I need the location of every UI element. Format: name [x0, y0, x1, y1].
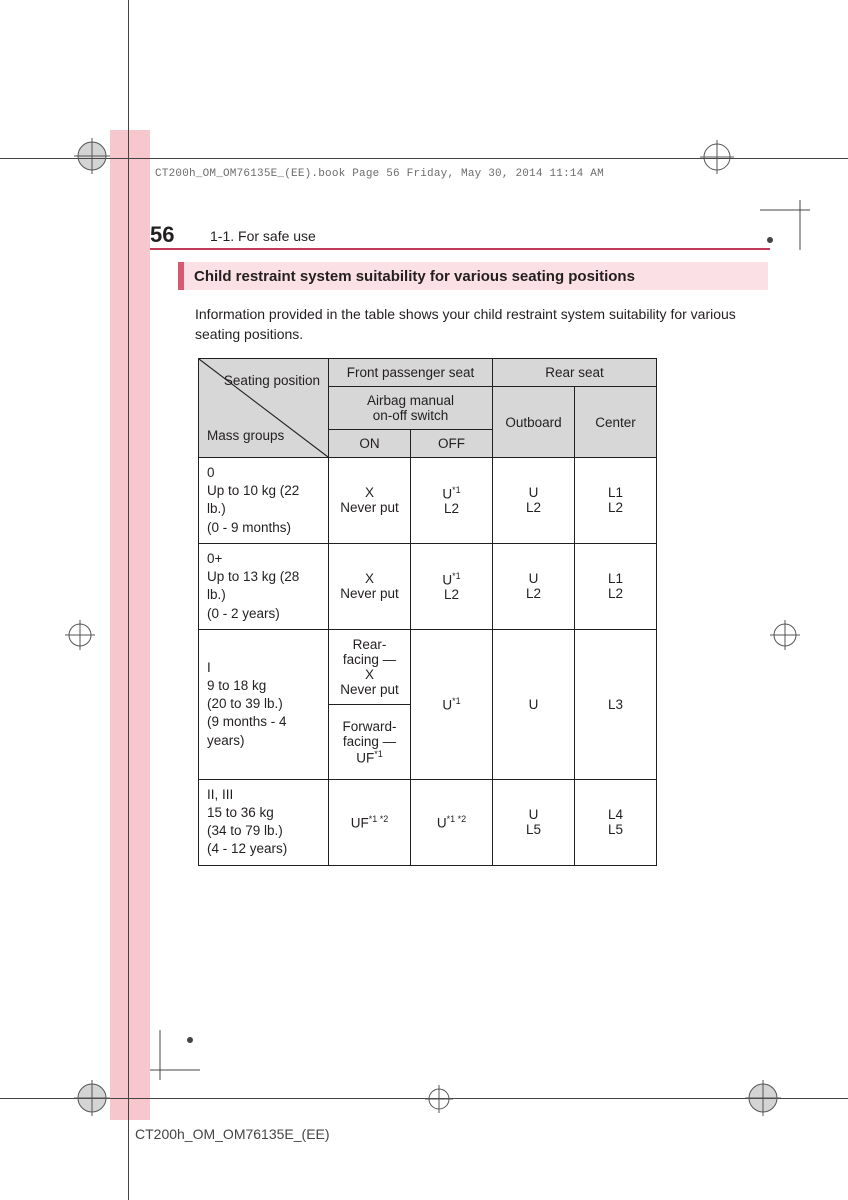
registration-mark-icon — [770, 620, 800, 650]
col-outboard: Outboard — [493, 387, 575, 458]
cell-center: L1L2 — [575, 458, 657, 544]
cell-on: Rear-facing —XNever put — [329, 629, 411, 704]
cell-center: L1L2 — [575, 543, 657, 629]
corner-mark-icon — [150, 1030, 200, 1080]
page-root: CT200h_OM_OM76135E_(EE).book Page 56 Fri… — [0, 0, 848, 1200]
registration-mark-icon — [700, 140, 734, 174]
mass-group-label: I9 to 18 kg(20 to 39 lb.)(9 months - 4 y… — [199, 629, 329, 779]
cell-outboard: UL5 — [493, 779, 575, 865]
cell-off: U*1L2 — [411, 543, 493, 629]
callout-tab — [178, 262, 184, 290]
registration-mark-icon — [74, 138, 110, 174]
cell-on: Forward-facing —UF*1 — [329, 704, 411, 779]
mass-group-label: 0Up to 10 kg (22 lb.)(0 - 9 months) — [199, 458, 329, 544]
cell-outboard: UL2 — [493, 458, 575, 544]
col-airbag: Airbag manualon-off switch — [329, 387, 493, 430]
callout-title: Child restraint system suitability for v… — [194, 268, 635, 285]
corner-mark-icon — [760, 200, 810, 250]
cell-off: U*1L2 — [411, 458, 493, 544]
col-front: Front passenger seat — [329, 359, 493, 387]
callout-heading: Child restraint system suitability for v… — [178, 262, 768, 290]
cell-outboard: U — [493, 629, 575, 779]
cell-on: XNever put — [329, 458, 411, 544]
intro-paragraph: Information provided in the table shows … — [195, 304, 770, 345]
registration-mark-icon — [74, 1080, 110, 1116]
cell-off: U*1 — [411, 629, 493, 779]
cell-off: U*1 *2 — [411, 779, 493, 865]
suitability-table: Seating positionMass groupsFront passeng… — [198, 358, 657, 866]
col-rear: Rear seat — [493, 359, 657, 387]
cell-center: L3 — [575, 629, 657, 779]
cell-outboard: UL2 — [493, 543, 575, 629]
header-rule — [150, 248, 770, 250]
cell-on: UF*1 *2 — [329, 779, 411, 865]
col-center: Center — [575, 387, 657, 458]
col-off: OFF — [411, 430, 493, 458]
footer-code: CT200h_OM_OM76135E_(EE) — [135, 1126, 330, 1142]
margin-pink-bar — [110, 130, 150, 1120]
mass-group-label: II, III15 to 36 kg(34 to 79 lb.)(4 - 12 … — [199, 779, 329, 865]
col-on: ON — [329, 430, 411, 458]
cell-on: XNever put — [329, 543, 411, 629]
registration-mark-icon — [65, 620, 95, 650]
section-label: 1-1. For safe use — [210, 228, 316, 244]
page-number: 56 — [150, 222, 174, 248]
crop-line-bottom — [0, 1098, 848, 1099]
registration-mark-icon — [745, 1080, 781, 1116]
cell-center: L4L5 — [575, 779, 657, 865]
crop-line-vertical — [128, 0, 129, 1200]
registration-mark-icon — [425, 1085, 453, 1113]
mass-group-label: 0+Up to 13 kg (28 lb.)(0 - 2 years) — [199, 543, 329, 629]
header-meta-line: CT200h_OM_OM76135E_(EE).book Page 56 Fri… — [155, 168, 604, 180]
